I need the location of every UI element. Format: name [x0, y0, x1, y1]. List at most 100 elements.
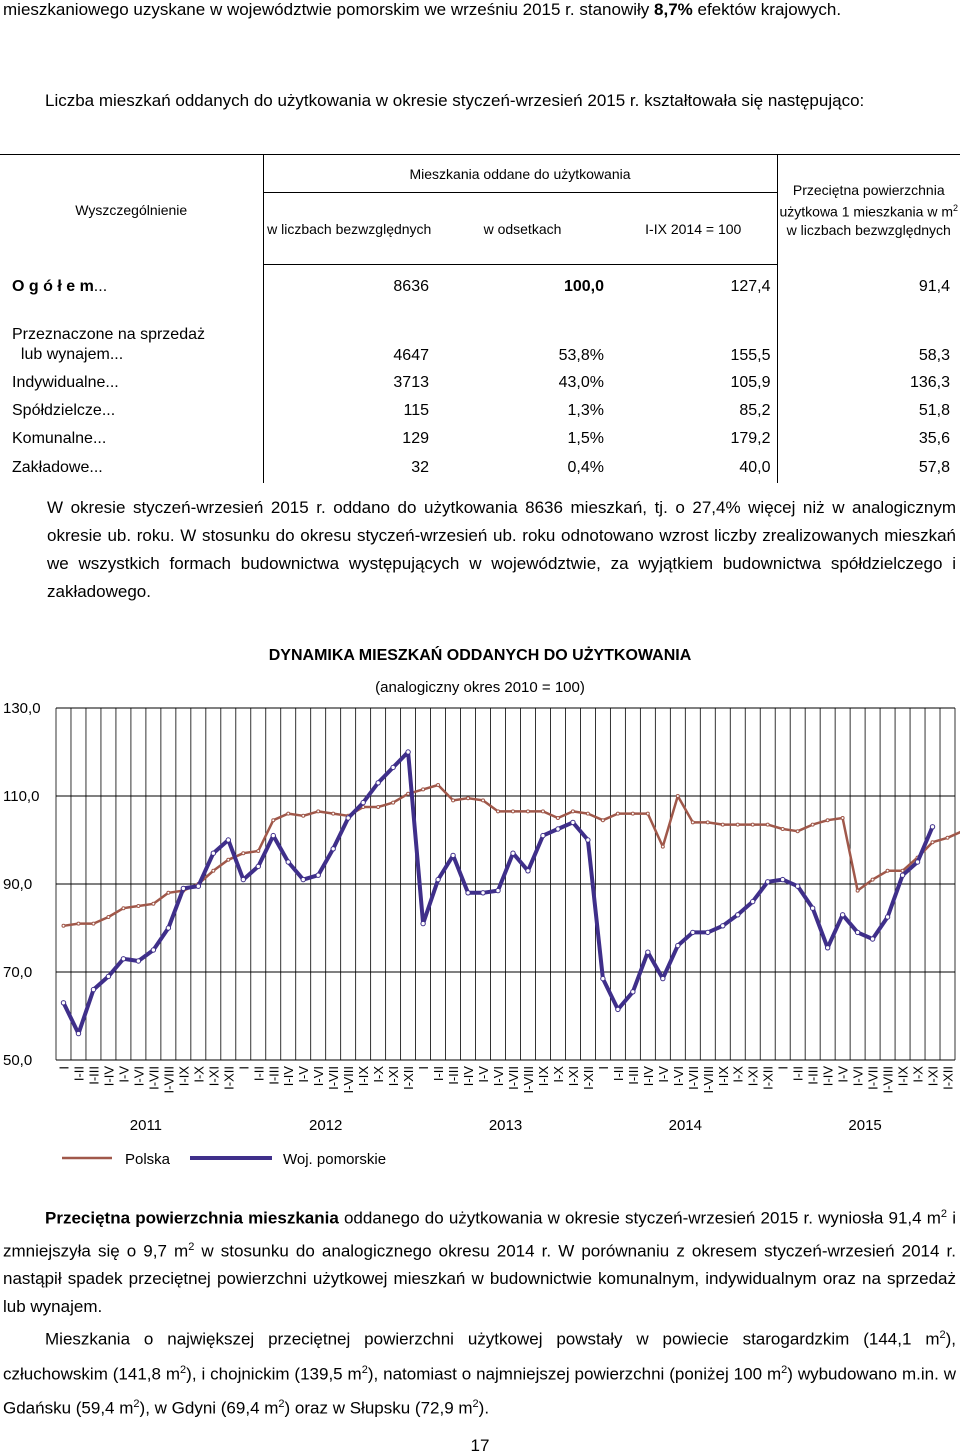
x-tick-label: I-VIII: [341, 1066, 356, 1093]
data-point: [91, 987, 95, 991]
county-paragraph-t6: ), w Gdyni (69,4 m: [140, 1399, 279, 1418]
x-tick-label: I-V: [836, 1066, 851, 1083]
cell-area: 91,4: [777, 265, 960, 309]
x-tick-label: I-V: [296, 1066, 311, 1083]
row-label: Przeznaczone na sprzedaż lub wynajem...: [0, 309, 263, 369]
data-point: [766, 823, 769, 826]
data-point: [331, 847, 335, 851]
x-tick-label: I-IX: [716, 1066, 731, 1087]
data-point: [736, 823, 739, 826]
data-point: [392, 801, 395, 804]
data-point: [631, 990, 635, 994]
area-paragraph-bold: Przeciętna powierzchnia mieszkania: [45, 1209, 339, 1228]
data-point: [77, 922, 80, 925]
data-point: [661, 845, 664, 848]
x-tick-label: I-IX: [536, 1066, 551, 1087]
row-label: O g ó ł e m...: [0, 265, 263, 309]
data-point: [92, 922, 95, 925]
housing-table: Wyszczególnienie Mieszkania oddane do uż…: [0, 154, 960, 483]
data-point: [751, 823, 754, 826]
col-header-index: I-IX 2014 = 100: [610, 193, 777, 265]
legend-label: Polska: [125, 1151, 171, 1168]
x-tick-label: I-III: [806, 1066, 821, 1085]
data-point: [646, 950, 650, 954]
data-point: [301, 877, 305, 881]
data-point: [452, 799, 455, 802]
intro-highlight: 8,7%: [654, 0, 693, 19]
cell-index: 155,5: [610, 309, 777, 369]
data-point: [885, 915, 889, 919]
data-point: [541, 833, 545, 837]
cell-index: 105,9: [610, 369, 777, 397]
x-tick-label: I-II: [251, 1066, 266, 1081]
data-point: [571, 810, 574, 813]
dynamics-line-chart: DYNAMIKA MIESZKAŃ ODDANYCH DO UŻYTKOWANI…: [0, 630, 960, 1190]
table-row: Przeznaczone na sprzedaż lub wynajem...4…: [0, 309, 960, 369]
data-point: [871, 878, 874, 881]
x-tick-label: I-IV: [101, 1066, 116, 1087]
data-point: [511, 851, 515, 855]
data-point: [915, 860, 919, 864]
data-point: [62, 924, 65, 927]
data-point: [226, 838, 230, 842]
data-point: [886, 869, 889, 872]
x-tick-label: I-III: [266, 1066, 281, 1085]
x-tick-label: I-VIII: [161, 1066, 176, 1093]
x-tick-label: I-VII: [326, 1066, 341, 1090]
chart-title: DYNAMIKA MIESZKAŃ ODDANYCH DO UŻYTKOWANI…: [269, 645, 692, 664]
county-paragraph-t7: ) oraz w Słupsku (72,9 m: [285, 1399, 473, 1418]
x-tick-label: I-XI: [746, 1066, 761, 1086]
col-header-average-area: Przeciętna powierzchnia użytkowa 1 miesz…: [777, 155, 960, 265]
county-paragraph-t3: ), i chojnickim (139,5 m: [186, 1364, 362, 1383]
data-point: [346, 816, 350, 820]
intro-text-a: mieszkaniowego uzyskane w województwie p…: [3, 0, 649, 19]
data-point: [151, 948, 155, 952]
x-tick-label: I-X: [911, 1066, 926, 1083]
x-tick-label: I-VII: [146, 1066, 161, 1090]
x-tick-label: I-IV: [281, 1066, 296, 1087]
cell-abs: 4647: [263, 309, 435, 369]
data-point: [900, 873, 904, 877]
data-point: [212, 869, 215, 872]
col-header-average-area-b: w liczbach bezwzględnych: [787, 222, 951, 238]
x-tick-label: I-XII: [581, 1066, 596, 1090]
data-point: [482, 799, 485, 802]
col-header-percent: w odsetkach: [435, 193, 610, 265]
data-point: [526, 810, 529, 813]
data-point: [586, 838, 590, 842]
county-paragraph-t4: ), natomiast o najmniejszej powierzchni …: [368, 1364, 781, 1383]
row-label: Komunalne...: [0, 425, 263, 453]
data-point: [795, 884, 799, 888]
data-point: [332, 812, 335, 815]
x-tick-label: I-VIII: [521, 1066, 536, 1093]
area-paragraph-t1: oddanego do użytkowania w okresie stycze…: [339, 1209, 941, 1228]
data-point: [556, 827, 560, 831]
y-tick-label: 130,0: [3, 700, 41, 717]
x-tick-label: I-V: [656, 1066, 671, 1083]
col-header-average-area-a: Przeciętna powierzchnia użytkowa 1 miesz…: [779, 182, 953, 220]
x-tick-label: I-IX: [176, 1066, 191, 1087]
cell-area: 136,3: [777, 369, 960, 397]
cell-area: 35,6: [777, 425, 960, 453]
data-point: [376, 781, 380, 785]
cell-pct: 1,5%: [435, 425, 610, 453]
x-tick-label: I-X: [191, 1066, 206, 1083]
data-point: [466, 891, 470, 895]
y-tick-label: 50,0: [3, 1052, 32, 1069]
data-point: [421, 921, 425, 925]
data-point: [780, 877, 784, 881]
col-header-specification: Wyszczególnienie: [0, 155, 263, 265]
data-point: [691, 930, 695, 934]
data-point: [166, 926, 170, 930]
row-label: Zakładowe...: [0, 453, 263, 483]
data-point: [167, 891, 170, 894]
data-point: [825, 946, 829, 950]
data-point: [272, 819, 275, 822]
x-tick-label: I-IX: [896, 1066, 911, 1087]
data-point: [691, 821, 694, 824]
data-point: [781, 828, 784, 831]
x-tick-label: I-VI: [851, 1066, 866, 1086]
